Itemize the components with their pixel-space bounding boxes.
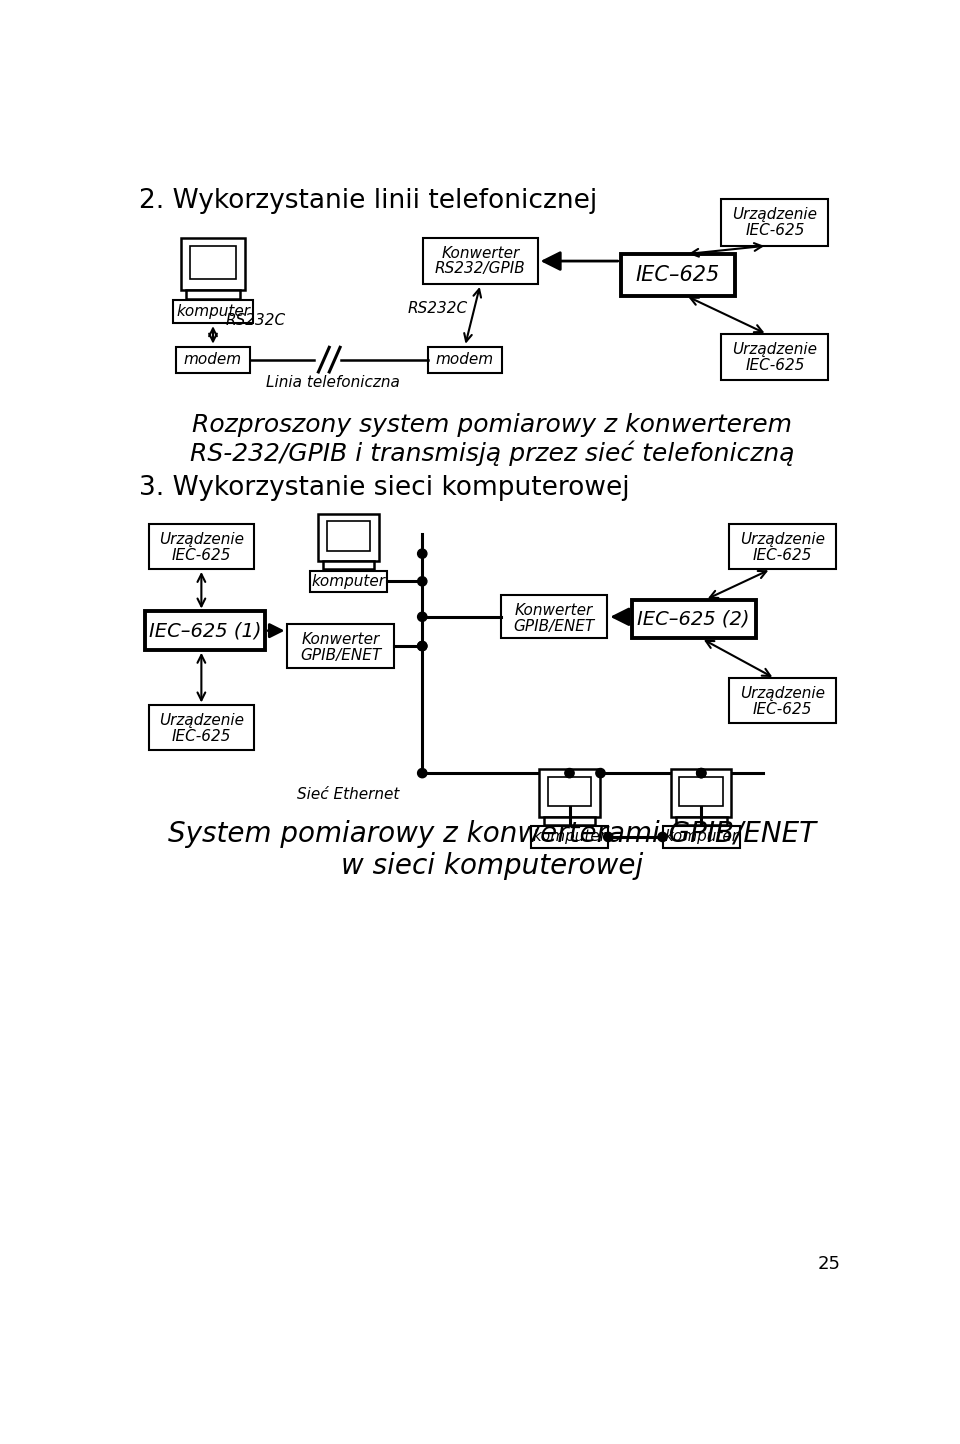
Text: GPIB/ENET: GPIB/ENET [514,618,594,634]
Circle shape [697,768,706,778]
Bar [721,199,828,245]
Circle shape [418,768,427,778]
Bar [676,817,727,825]
Bar [186,290,240,299]
Bar [319,514,379,562]
Text: Konwerter: Konwerter [442,245,519,261]
Bar [662,826,740,848]
Bar [500,595,608,638]
Bar [423,238,538,284]
Bar [543,817,595,825]
Circle shape [604,832,612,842]
Text: IEC-625: IEC-625 [745,222,804,238]
Text: Konwerter: Konwerter [515,604,593,618]
Bar [621,254,735,296]
Text: IEC–625 (2): IEC–625 (2) [637,609,750,628]
Bar [323,562,374,569]
Text: 3. Wykorzystanie sieci komputerowej: 3. Wykorzystanie sieci komputerowej [139,475,630,501]
Text: Sieć Ethernet: Sieć Ethernet [298,787,399,803]
Text: Linia telefoniczna: Linia telefoniczna [266,375,400,390]
Bar [632,599,756,638]
Text: modem: modem [436,352,494,367]
Bar [173,300,253,323]
Text: IEC–625 (1): IEC–625 (1) [149,621,261,640]
Text: Konwerter: Konwerter [301,632,380,647]
Bar [680,777,723,807]
Text: Urządzenie: Urządzenie [158,533,244,547]
Text: IEC-625: IEC-625 [745,358,804,373]
Bar [427,347,502,373]
Text: IEC-625: IEC-625 [172,729,231,744]
Bar [721,334,828,380]
Bar [181,238,245,290]
Circle shape [697,768,706,778]
Bar [531,826,609,848]
Text: RS232/GPIB: RS232/GPIB [435,261,526,276]
Text: 25: 25 [818,1255,841,1272]
Text: GPIB/ENET: GPIB/ENET [300,648,381,663]
Text: modem: modem [184,352,242,367]
Bar [730,524,836,569]
Bar [540,770,600,817]
Bar [190,247,236,279]
Text: Urządzenie: Urządzenie [740,533,826,547]
Bar [548,777,591,807]
Text: Urządzenie: Urządzenie [740,686,826,702]
Bar [176,347,251,373]
Circle shape [596,768,605,778]
Text: Urządzenie: Urządzenie [732,208,817,222]
Circle shape [418,576,427,586]
Text: IEC-625: IEC-625 [753,702,812,716]
Bar [730,679,836,723]
Circle shape [418,549,427,559]
Text: Urządzenie: Urządzenie [732,342,817,357]
Text: IEC–625: IEC–625 [636,264,720,284]
Circle shape [418,612,427,621]
Bar [671,770,732,817]
Text: komputer: komputer [533,829,607,845]
Bar [149,524,254,569]
Text: komputer: komputer [176,305,250,319]
Bar [149,705,254,749]
Text: komputer: komputer [312,573,386,589]
Circle shape [418,641,427,651]
Text: Urządzenie: Urządzenie [158,713,244,728]
Text: IEC-625: IEC-625 [753,547,812,563]
Circle shape [564,768,574,778]
Bar [287,624,395,667]
Text: 2. Wykorzystanie linii telefonicznej: 2. Wykorzystanie linii telefonicznej [139,188,598,214]
Text: komputer: komputer [664,829,738,845]
Text: Rozproszony system pomiarowy z konwerterem
RS-232/GPIB i transmisją przez sieć t: Rozproszony system pomiarowy z konwerter… [190,413,794,466]
Bar [326,521,371,550]
Text: IEC-625: IEC-625 [172,547,231,563]
Text: RS232C: RS232C [226,313,286,328]
Circle shape [658,832,667,842]
Bar [310,570,388,592]
Circle shape [418,641,427,651]
Bar [145,611,265,650]
Text: System pomiarowy z konwerterami GPIB/ENET
w sieci komputerowej: System pomiarowy z konwerterami GPIB/ENE… [168,820,816,881]
Text: RS232C: RS232C [408,302,468,316]
